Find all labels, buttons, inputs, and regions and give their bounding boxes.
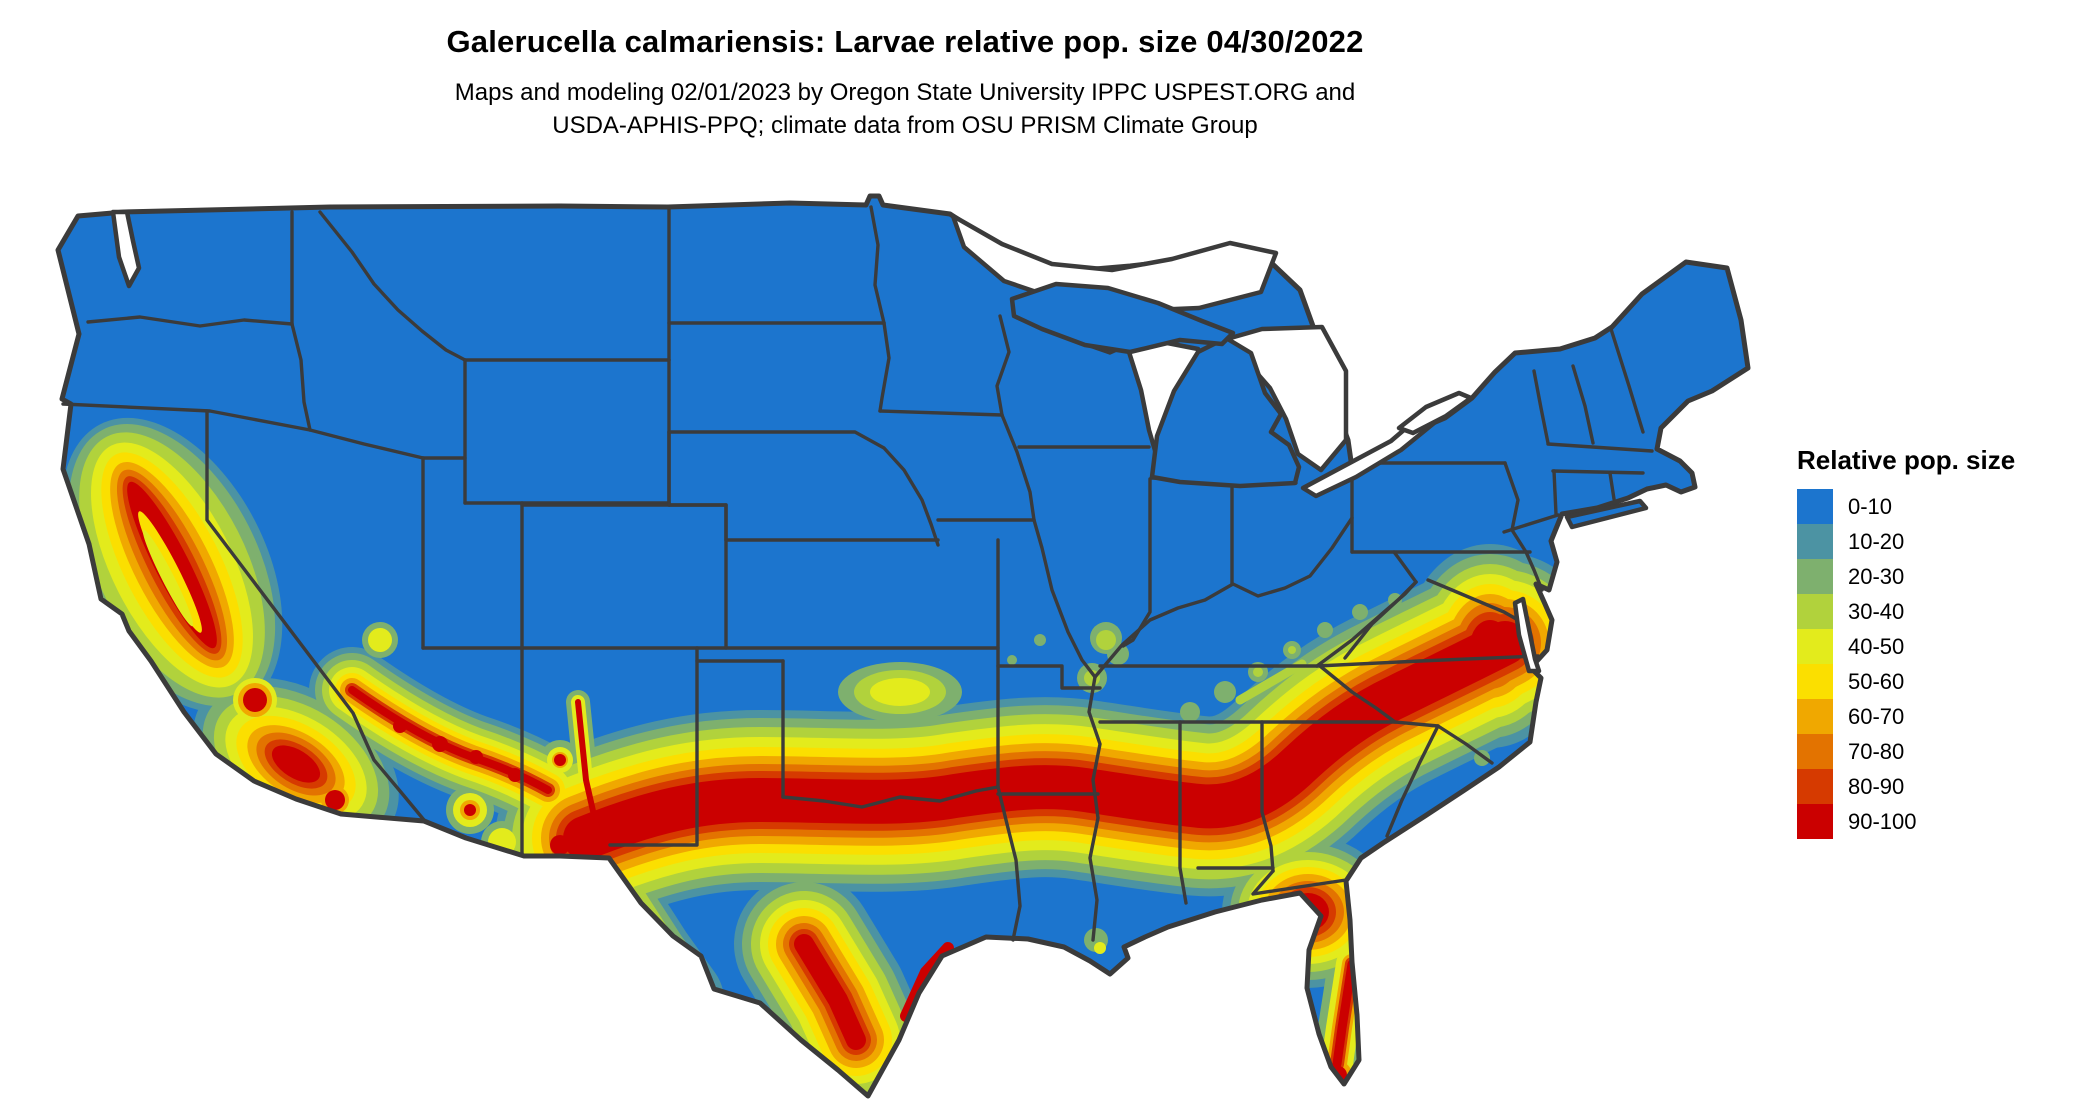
legend-items: 0-10 10-20 20-30 30-40 40-50 50-60 60-70 70-80 8…: [1797, 489, 2087, 839]
page-title: Galerucella calmariensis: Larvae relativ…: [446, 24, 1364, 59]
legend-label: 90-100: [1848, 809, 1917, 834]
legend-row: 90-100: [1797, 804, 2087, 839]
subtitle-line-2: USDA-APHIS-PPQ; climate data from OSU PR…: [552, 112, 1258, 139]
legend: Relative pop. size 0-10 10-20 20-30 30-40 40…: [1797, 444, 2087, 839]
michigan-peninsulas: [1009, 281, 1649, 530]
title-block: Galerucella calmariensis: Larvae relativ…: [0, 22, 1810, 142]
page-subtitle: Maps and modeling 02/01/2023 by Oregon S…: [0, 76, 1810, 142]
legend-row: 30-40: [1797, 594, 2087, 629]
legend-title: Relative pop. size: [1797, 445, 2016, 475]
legend-row: 10-20: [1797, 524, 2087, 559]
legend-label: 50-60: [1848, 669, 1905, 694]
legend-swatch: [1797, 489, 1833, 524]
legend-label: 10-20: [1848, 529, 1905, 554]
legend-row: 40-50: [1797, 629, 2087, 664]
subtitle-line-1: Maps and modeling 02/01/2023 by Oregon S…: [454, 79, 1356, 106]
legend-swatch: [1797, 629, 1833, 664]
long-island: [1564, 498, 1649, 530]
puget-sound: [110, 209, 142, 289]
legend-swatch: [1797, 804, 1833, 839]
legend-row: 60-70: [1797, 699, 2087, 734]
legend-label: 60-70: [1848, 704, 1905, 729]
legend-label: 40-50: [1848, 634, 1905, 659]
legend-label: 30-40: [1848, 599, 1905, 624]
chesapeake-bay: [1512, 596, 1542, 674]
legend-label: 70-80: [1848, 739, 1905, 764]
legend-row: 0-10: [1797, 489, 2087, 524]
state-borders: [61, 205, 1654, 942]
lake-superior: [950, 213, 1279, 314]
legend-row: 80-90: [1797, 769, 2087, 804]
legend-swatch: [1797, 769, 1833, 804]
legend-swatch: [1797, 734, 1833, 769]
legend-label: 80-90: [1848, 774, 1905, 799]
central-valley-core: [138, 511, 202, 633]
legend-swatch: [1797, 559, 1833, 594]
legend-swatch: [1797, 664, 1833, 699]
legend-swatch: [1797, 699, 1833, 734]
legend-label: 0-10: [1848, 494, 1893, 519]
legend-row: 50-60: [1797, 664, 2087, 699]
lake-ontario: [1396, 390, 1474, 436]
michigan-upper-peninsula: [1009, 281, 1236, 355]
legend-row: 20-30: [1797, 559, 2087, 594]
legend-label: 20-30: [1848, 564, 1905, 589]
legend-swatch: [1797, 594, 1833, 629]
michigan-lower-peninsula: [1149, 335, 1302, 489]
legend-row: 70-80: [1797, 734, 2087, 769]
legend-swatch: [1797, 524, 1833, 559]
